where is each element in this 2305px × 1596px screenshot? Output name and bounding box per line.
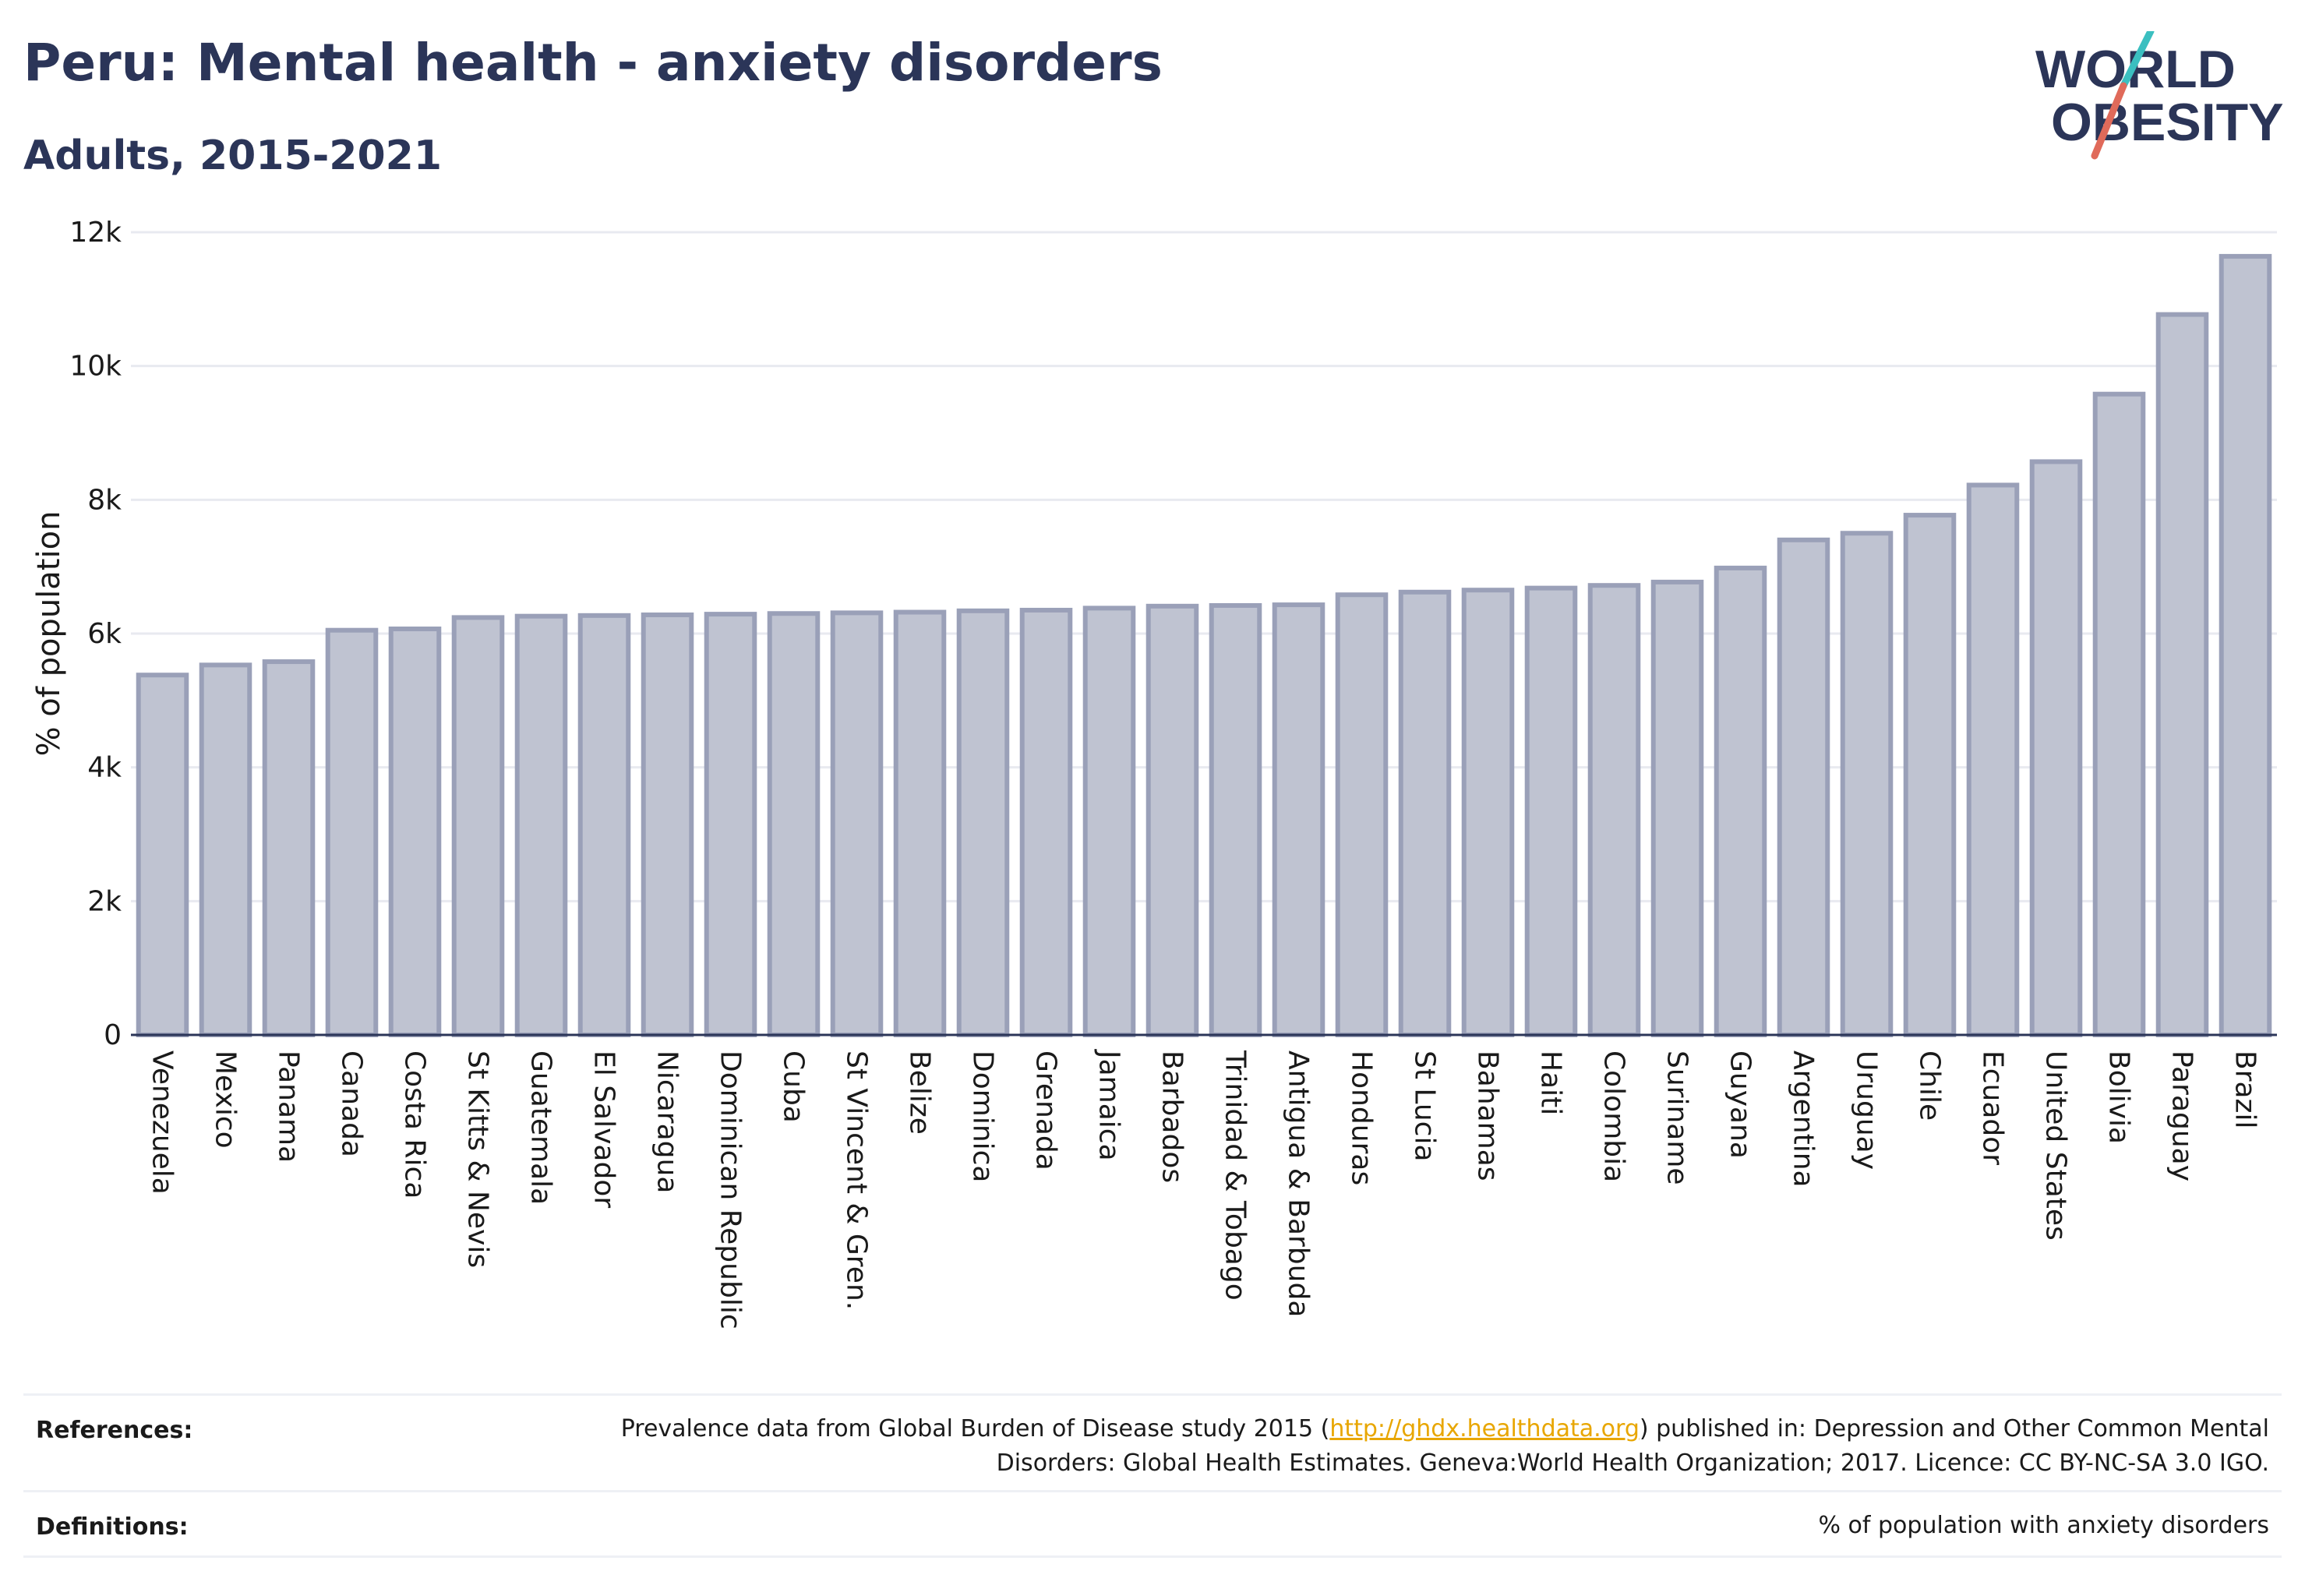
x-tick-label: El Salvador (588, 1050, 620, 1208)
y-axis-ticks: 0 2k 4k 6k 8k 10k 12k (69, 217, 122, 1051)
x-tick-label: Dominican Republic (715, 1050, 747, 1329)
bar (1019, 607, 1073, 1037)
chart-subtitle: Adults, 2015-2021 (23, 132, 443, 179)
bar (1398, 589, 1452, 1037)
logo-text-obesity: OBESITY (2051, 93, 2283, 152)
bar (1461, 588, 1515, 1037)
y-tick-label: 12k (69, 217, 122, 249)
x-tick-label: Nicaragua (651, 1050, 683, 1193)
x-tick-label: Belize (904, 1050, 936, 1135)
bar (1840, 531, 1894, 1037)
bar (577, 613, 631, 1037)
bar (2092, 391, 2146, 1037)
bar (325, 627, 379, 1037)
y-tick-label: 0 (104, 1019, 122, 1051)
bar (956, 608, 1010, 1037)
references-text: Prevalence data from Global Burden of Di… (555, 1412, 2269, 1481)
bar (1209, 602, 1262, 1037)
bar (514, 613, 568, 1037)
bar-chart: 0 2k 4k 6k 8k 10k 12k Venezuela Mexico Panama Can… (31, 217, 2277, 1329)
x-tick-label: Chile (1914, 1050, 1946, 1121)
bar (451, 615, 505, 1037)
definitions-bottom-divider (23, 1555, 2282, 1558)
x-tick-label: Paraguay (2166, 1050, 2198, 1181)
references-text-before: Prevalence data from Global Burden of Di… (620, 1415, 1330, 1442)
x-tick-label: Brazil (2229, 1050, 2261, 1128)
bar (704, 612, 757, 1037)
x-tick-label: Jamaica (1093, 1049, 1125, 1161)
bar (1714, 565, 1767, 1037)
bar (2029, 459, 2083, 1037)
x-tick-label: Trinidad & Tobago (1220, 1050, 1251, 1301)
y-axis-label: % of population (31, 511, 67, 757)
bar (830, 610, 884, 1037)
chart-title: Peru: Mental health - anxiety disorders (23, 33, 1163, 93)
bar (1082, 606, 1136, 1037)
y-tick-label: 10k (69, 351, 122, 383)
bar (2219, 253, 2272, 1037)
bar (893, 609, 947, 1037)
x-tick-label: United States (2040, 1050, 2072, 1241)
bar (1524, 585, 1578, 1037)
x-tick-label: Panama (273, 1050, 305, 1163)
x-tick-label: Grenada (1030, 1050, 1062, 1171)
y-tick-label: 4k (87, 752, 122, 784)
x-tick-label: St Vincent & Gren. (841, 1050, 873, 1310)
y-tick-label: 8k (87, 484, 122, 516)
x-tick-label: Canada (336, 1050, 368, 1157)
x-tick-label: Dominica (967, 1050, 999, 1183)
bars (136, 253, 2272, 1037)
x-tick-label: Guyana (1724, 1050, 1756, 1159)
bar (388, 626, 442, 1037)
x-tick-label: Argentina (1788, 1050, 1820, 1188)
bar (199, 662, 252, 1037)
x-tick-label: Mexico (210, 1050, 242, 1149)
x-axis-labels: Venezuela Mexico Panama Canada Costa Rica St … (146, 1049, 2261, 1329)
x-tick-label: Ecuador (1977, 1050, 2009, 1165)
definitions-text: % of population with anxiety disorders (1818, 1512, 2269, 1539)
y-tick-label: 2k (87, 885, 122, 917)
x-tick-label: St Lucia (1409, 1050, 1441, 1162)
x-tick-label: Cuba (778, 1050, 810, 1123)
x-tick-label: Barbados (1156, 1050, 1188, 1183)
bar (2155, 312, 2209, 1037)
x-tick-label: Uruguay (1851, 1050, 1883, 1170)
y-tick-label: 6k (87, 618, 122, 650)
x-tick-label: Antigua & Barbuda (1283, 1050, 1315, 1317)
references-link[interactable]: http://ghdx.healthdata.org (1329, 1415, 1640, 1442)
bar (767, 611, 821, 1037)
bar (1335, 592, 1389, 1037)
x-tick-label: Suriname (1661, 1050, 1693, 1185)
x-tick-label: Costa Rica (399, 1050, 431, 1199)
references-bottom-divider (23, 1490, 2282, 1492)
references-top-divider (23, 1393, 2282, 1396)
bar (1272, 602, 1325, 1037)
world-obesity-logo: WORLD OBESITY (2035, 31, 2283, 160)
references-text-after: ) published in: Depression and Other Com… (996, 1415, 2269, 1477)
x-tick-label: St Kitts & Nevis (462, 1050, 494, 1268)
logo-slash-teal (2120, 31, 2155, 90)
x-tick-label: Guatemala (525, 1050, 557, 1205)
logo-slash-red (2091, 82, 2127, 160)
bar (641, 612, 694, 1037)
bar (1650, 579, 1704, 1037)
x-tick-label: Haiti (1535, 1050, 1567, 1115)
bar (1587, 583, 1641, 1037)
bar (262, 659, 316, 1037)
bar (1966, 482, 2020, 1037)
x-tick-label: Honduras (1346, 1050, 1378, 1185)
bar (1903, 513, 1957, 1037)
definitions-label: Definitions: (36, 1513, 189, 1541)
bar (1145, 603, 1199, 1037)
x-tick-label: Bolivia (2103, 1050, 2135, 1144)
x-tick-label: Colombia (1598, 1050, 1630, 1182)
bar (136, 673, 189, 1037)
x-tick-label: Bahamas (1472, 1050, 1504, 1181)
bar (1777, 537, 1830, 1037)
x-tick-label: Venezuela (146, 1050, 178, 1195)
references-label: References: (36, 1417, 193, 1444)
